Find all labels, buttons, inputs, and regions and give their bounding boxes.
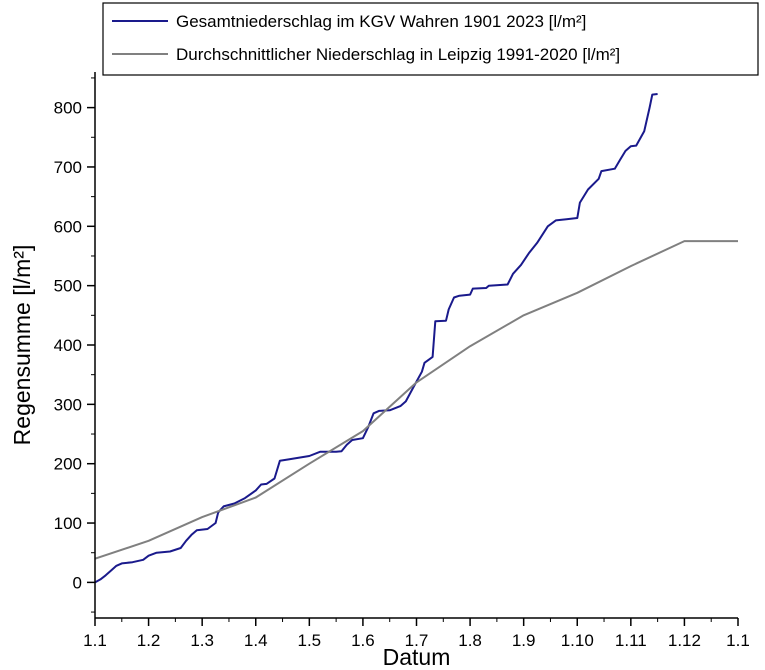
y-tick-label: 600 (54, 217, 82, 236)
y-tick-label: 200 (54, 455, 82, 474)
y-tick-label: 0 (73, 573, 82, 592)
legend-box (102, 2, 759, 76)
x-tick-label: 1.6 (351, 631, 375, 650)
series-layer (94, 93, 738, 584)
x-tick-label: 1.7 (405, 631, 429, 650)
legend-label-1: Gesamtniederschlag im KGV Wahren 1901 20… (176, 12, 586, 31)
x-tick-label: 1.4 (244, 631, 268, 650)
y-tick-label: 800 (54, 99, 82, 118)
x-tick-label: 1.8 (458, 631, 482, 650)
legend: Gesamtniederschlag im KGV Wahren 1901 20… (102, 2, 759, 76)
x-axis-title: Datum (383, 644, 451, 670)
x-tick-label: 1.2 (137, 631, 161, 650)
x-tick-label: 1.10 (561, 631, 594, 650)
x-tick-label: 1.1 (83, 631, 107, 650)
y-tick-label: 700 (54, 158, 82, 177)
series-line-2 (94, 240, 738, 560)
legend-label-2: Durchschnittlicher Niederschlag in Leipz… (176, 45, 620, 64)
x-tick-label: 1.12 (668, 631, 701, 650)
y-tick-label: 100 (54, 514, 82, 533)
y-tick-label: 500 (54, 277, 82, 296)
x-tick-label: 1.1 (726, 631, 750, 650)
x-tick-label: 1.5 (298, 631, 322, 650)
x-tick-label: 1.9 (512, 631, 536, 650)
y-tick-label: 400 (54, 336, 82, 355)
y-tick-label: 300 (54, 395, 82, 414)
axes: 0 100 200 300 400 500 600 700 800 1.1 1.2 1.3 1.4 1.5… (54, 72, 750, 650)
y-axis-title: Regensumme [l/m²] (9, 245, 35, 446)
x-tick-label: 1.11 (615, 631, 647, 650)
x-tick-label: 1.3 (190, 631, 214, 650)
